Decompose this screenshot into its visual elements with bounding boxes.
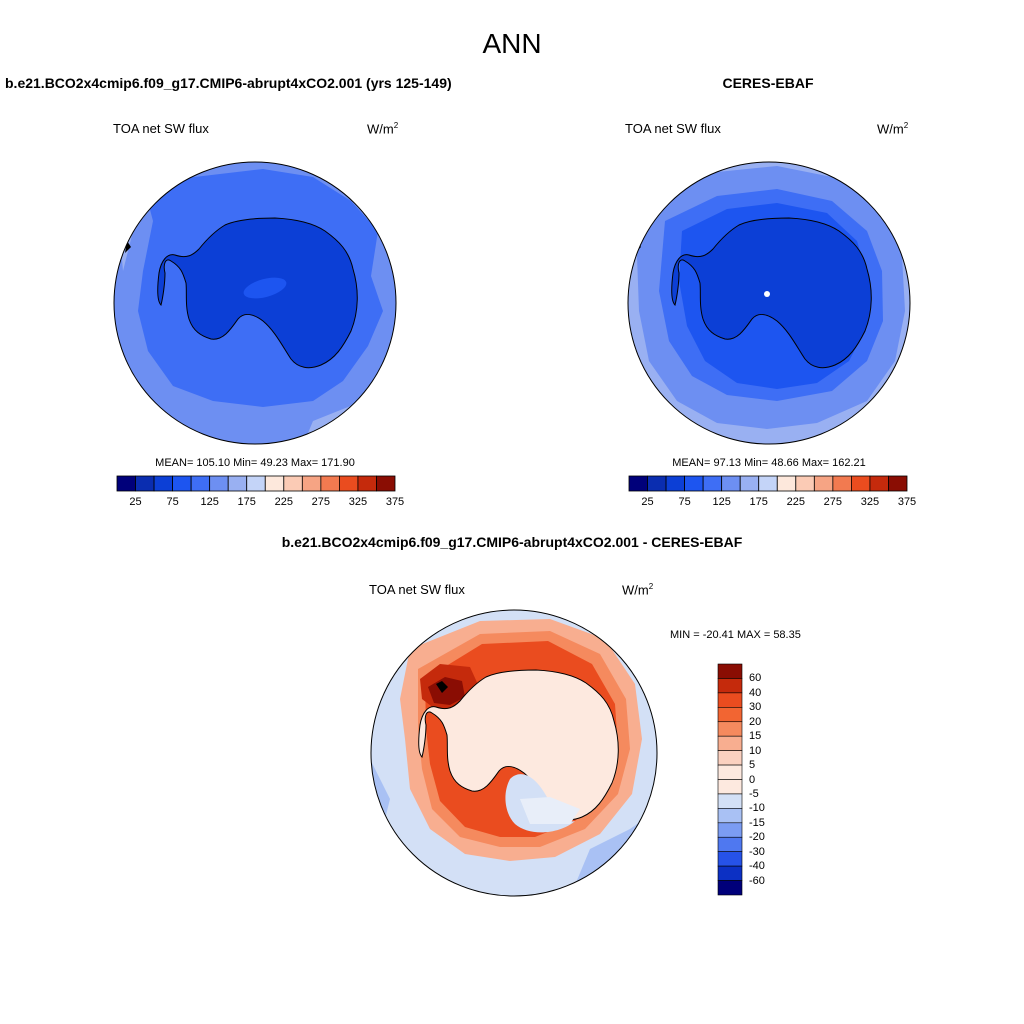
colorbar-tick-label: 225 xyxy=(274,496,293,508)
colorbar-swatch xyxy=(717,865,743,881)
colorbar-swatch xyxy=(717,707,743,723)
obs-variable-label: TOA net SW flux xyxy=(625,121,721,136)
colorbar-tick-label: 75 xyxy=(166,496,179,508)
colorbar-swatch xyxy=(717,822,743,838)
colorbar-tick-label: 30 xyxy=(749,701,762,714)
model-colorbar: 25 75 125 175 225 275 325 375 xyxy=(116,475,404,508)
colorbar-tick-label: -15 xyxy=(749,816,765,829)
colorbar-swatch xyxy=(153,475,173,492)
colorbar-tick-label: 275 xyxy=(311,496,331,508)
colorbar-swatch xyxy=(702,475,723,492)
colorbar-swatch xyxy=(795,475,815,492)
colorbar-swatch xyxy=(628,475,648,492)
colorbar-swatch xyxy=(721,475,741,492)
colorbar-tick-label: 225 xyxy=(786,496,805,508)
colorbar-tick-label: -60 xyxy=(749,874,765,887)
colorbar-swatch xyxy=(172,475,192,492)
colorbar-swatch xyxy=(717,735,743,751)
colorbar-swatch xyxy=(717,692,743,708)
colorbar-swatch xyxy=(717,678,743,694)
colorbar-tick-label: 15 xyxy=(749,730,762,743)
colorbar-tick-label: 375 xyxy=(897,496,917,508)
model-stats: MEAN= 105.10 Min= 49.23 Max= 171.90 xyxy=(155,457,355,469)
diff-units-label: W/m2 xyxy=(622,582,654,598)
colorbar-swatch xyxy=(758,475,778,492)
colorbar-tick-label: 325 xyxy=(348,496,368,508)
model-variable-label: TOA net SW flux xyxy=(113,121,209,136)
colorbar-swatch xyxy=(227,475,248,492)
colorbar-tick-label: 125 xyxy=(712,496,731,508)
colorbar-swatch xyxy=(776,475,797,492)
colorbar-tick-label: 60 xyxy=(749,672,762,685)
colorbar-swatch xyxy=(116,475,136,492)
obs-panel-title: CERES-EBAF xyxy=(722,75,814,91)
colorbar-swatch xyxy=(717,779,743,795)
colorbar-swatch xyxy=(376,475,396,492)
model-units-label: W/m2 xyxy=(367,121,399,137)
colorbar-tick-label: 125 xyxy=(200,496,219,508)
colorbar-swatch xyxy=(717,721,743,737)
colorbar-tick-label: -5 xyxy=(749,787,759,800)
diff-colorbar: 60 40 30 20 15 10 5 0 -5 -10 -15 -20 -30 -40 -60 xyxy=(717,663,765,896)
colorbar-swatch xyxy=(320,475,340,492)
colorbar-swatch xyxy=(190,475,211,492)
model-polar-map xyxy=(113,161,397,445)
page-title: ANN xyxy=(482,28,542,59)
colorbar-swatch xyxy=(283,475,303,492)
colorbar-swatch xyxy=(813,475,834,492)
colorbar-tick-label: 40 xyxy=(749,686,762,699)
model-panel-title: b.e21.BCO2x4cmip6.f09_g17.CMIP6-abrupt4x… xyxy=(5,75,452,91)
diff-panel-title: b.e21.BCO2x4cmip6.f09_g17.CMIP6-abrupt4x… xyxy=(281,534,743,550)
colorbar-swatch xyxy=(684,475,704,492)
colorbar-tick-label: 275 xyxy=(823,496,843,508)
colorbar-swatch xyxy=(338,475,359,492)
diff-stats: MIN = -20.41 MAX = 58.35 xyxy=(670,629,801,641)
colorbar-swatch xyxy=(717,793,743,809)
colorbar-tick-label: 175 xyxy=(749,496,768,508)
colorbar-tick-label: 0 xyxy=(749,773,756,786)
colorbar-tick-label: 375 xyxy=(385,496,405,508)
colorbar-swatch xyxy=(301,475,322,492)
colorbar-swatch xyxy=(264,475,285,492)
colorbar-tick-label: 20 xyxy=(749,715,762,728)
colorbar-tick-label: 10 xyxy=(749,744,762,757)
colorbar-swatch xyxy=(717,836,743,852)
colorbar-tick-label: -10 xyxy=(749,802,765,815)
obs-units-label: W/m2 xyxy=(877,121,909,137)
colorbar-swatch xyxy=(832,475,852,492)
colorbar-tick-label: -20 xyxy=(749,831,765,844)
colorbar-tick-label: 325 xyxy=(860,496,880,508)
diff-variable-label: TOA net SW flux xyxy=(369,582,465,597)
colorbar-swatch xyxy=(647,475,667,492)
colorbar-swatch xyxy=(209,475,229,492)
colorbar-swatch xyxy=(717,880,743,896)
diff-polar-map xyxy=(370,609,658,897)
colorbar-swatch xyxy=(717,750,743,766)
colorbar-swatch xyxy=(135,475,155,492)
colorbar-swatch xyxy=(357,475,377,492)
colorbar-swatch xyxy=(739,475,760,492)
colorbar-swatch xyxy=(717,851,743,867)
colorbar-swatch xyxy=(888,475,908,492)
colorbar-swatch xyxy=(717,808,743,824)
colorbar-tick-label: 25 xyxy=(129,496,142,508)
colorbar-swatch xyxy=(665,475,685,492)
colorbar-swatch xyxy=(246,475,266,492)
colorbar-swatch xyxy=(717,764,743,780)
colorbar-swatch xyxy=(717,663,743,679)
obs-colorbar: 25 75 125 175 225 275 325 375 xyxy=(628,475,916,508)
colorbar-tick-label: 75 xyxy=(678,496,691,508)
obs-polar-map xyxy=(627,161,911,445)
colorbar-swatch xyxy=(850,475,871,492)
colorbar-tick-label: -40 xyxy=(749,860,765,873)
colorbar-tick-label: -30 xyxy=(749,845,765,858)
colorbar-tick-label: 5 xyxy=(749,759,756,772)
colorbar-swatch xyxy=(869,475,889,492)
colorbar-tick-label: 175 xyxy=(237,496,256,508)
colorbar-tick-label: 25 xyxy=(641,496,654,508)
obs-stats: MEAN= 97.13 Min= 48.66 Max= 162.21 xyxy=(672,457,866,469)
